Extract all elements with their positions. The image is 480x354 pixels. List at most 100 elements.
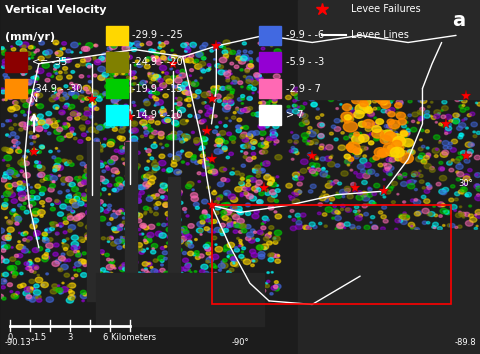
Circle shape [129,172,134,176]
Circle shape [26,184,29,186]
Circle shape [405,116,408,119]
Circle shape [244,192,247,195]
Circle shape [240,177,244,181]
Circle shape [157,223,160,225]
Circle shape [477,102,480,106]
Circle shape [50,289,57,294]
Circle shape [1,65,6,68]
Circle shape [296,179,299,181]
Circle shape [160,143,162,145]
Circle shape [105,288,108,290]
Circle shape [193,202,199,207]
Circle shape [400,182,407,187]
Circle shape [294,142,297,144]
Circle shape [81,290,86,295]
Circle shape [244,152,248,155]
Circle shape [324,225,327,227]
Circle shape [168,257,170,258]
Circle shape [198,282,201,284]
Circle shape [62,42,66,45]
Bar [212,205,451,304]
Circle shape [130,222,132,224]
Circle shape [237,218,244,224]
Circle shape [208,219,215,224]
Circle shape [66,195,72,199]
Circle shape [311,102,317,107]
Circle shape [107,237,111,240]
Circle shape [77,269,81,272]
Circle shape [222,216,228,220]
Circle shape [49,184,56,188]
Circle shape [270,129,276,133]
Circle shape [251,139,257,144]
Circle shape [8,192,15,198]
Circle shape [241,164,245,167]
Circle shape [426,155,431,158]
Circle shape [394,131,397,134]
Text: -34.9 - -30: -34.9 - -30 [32,84,82,93]
Circle shape [273,74,280,79]
Circle shape [15,261,20,264]
Circle shape [2,159,5,161]
Circle shape [217,135,220,137]
Circle shape [120,123,122,125]
Circle shape [286,95,291,99]
Circle shape [92,262,97,266]
Circle shape [126,158,131,161]
Circle shape [165,278,172,284]
Circle shape [22,45,26,48]
Circle shape [461,212,466,216]
Circle shape [18,160,25,165]
Circle shape [124,104,128,107]
Circle shape [7,283,12,287]
Circle shape [361,181,367,184]
Circle shape [127,173,132,177]
Circle shape [64,273,70,277]
Circle shape [186,163,189,165]
Circle shape [355,153,361,157]
Circle shape [340,204,345,208]
Circle shape [33,287,36,290]
Circle shape [133,76,137,79]
Circle shape [0,124,5,127]
Circle shape [219,150,223,153]
Circle shape [108,139,115,144]
Circle shape [268,232,272,234]
Circle shape [385,110,391,114]
Circle shape [468,154,471,156]
Circle shape [96,192,101,196]
Circle shape [67,117,72,120]
Circle shape [166,119,170,122]
Circle shape [362,204,367,208]
Circle shape [230,261,238,266]
Circle shape [307,153,312,156]
Circle shape [197,52,204,56]
Circle shape [239,276,246,281]
Circle shape [170,227,176,231]
Circle shape [162,72,164,73]
Circle shape [42,255,48,259]
Circle shape [320,171,327,177]
Circle shape [319,146,324,150]
Circle shape [258,58,263,62]
Circle shape [270,182,277,187]
Circle shape [240,95,245,98]
Circle shape [142,224,145,226]
Circle shape [113,82,117,85]
Circle shape [414,188,418,191]
Circle shape [169,238,174,241]
Circle shape [369,200,375,205]
Circle shape [30,190,35,194]
Circle shape [98,66,105,72]
Circle shape [66,49,71,53]
Circle shape [85,97,90,100]
Circle shape [317,122,324,128]
Circle shape [202,119,206,122]
Circle shape [75,64,80,67]
Circle shape [59,292,62,294]
Circle shape [7,220,13,225]
Circle shape [83,175,90,181]
Circle shape [358,95,363,98]
Circle shape [71,111,78,116]
Circle shape [60,204,67,209]
